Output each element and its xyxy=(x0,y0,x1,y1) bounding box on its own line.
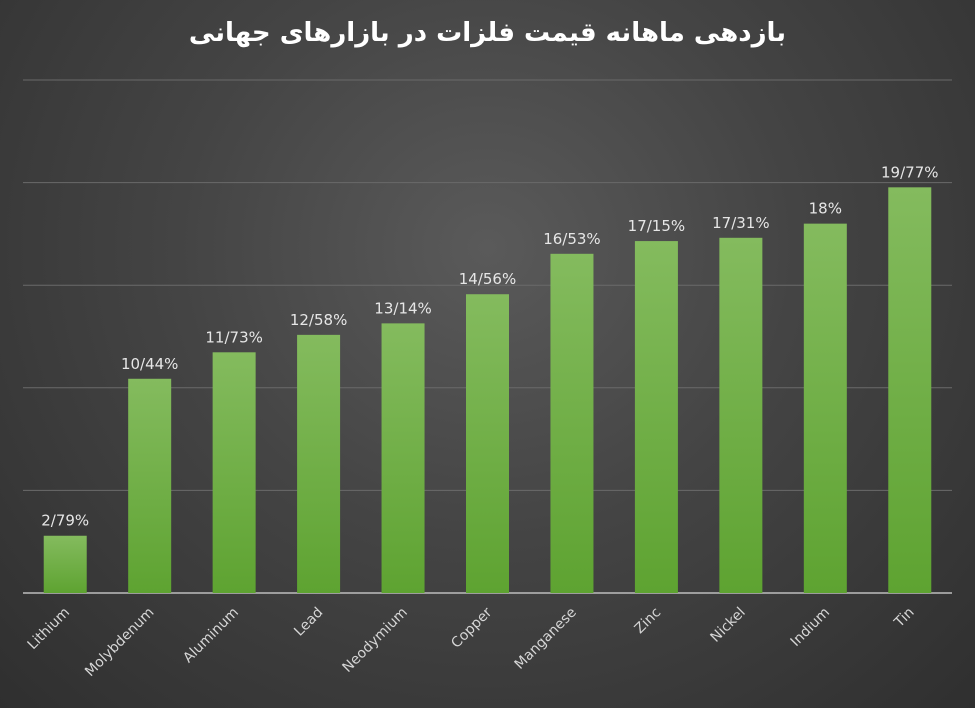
data-label: 19/77% xyxy=(881,163,938,181)
bar-manganese xyxy=(550,253,594,594)
x-tick-label: Lithium xyxy=(25,605,73,653)
chart-title: بازدهی ماهانه قیمت فلزات در بازارهای جها… xyxy=(188,18,787,48)
bar-neodymium xyxy=(381,323,425,593)
x-tick-label: Lead xyxy=(291,605,326,640)
x-tick-label: Aluminum xyxy=(180,605,242,667)
data-label: 11/73% xyxy=(205,328,262,346)
bar-nickel xyxy=(719,237,763,593)
data-label: 16/53% xyxy=(543,230,600,248)
x-tick-label: Tin xyxy=(891,605,918,632)
x-tick-label: Neodymium xyxy=(340,605,411,676)
bar-copper xyxy=(466,294,509,593)
bar-molybdenum xyxy=(128,378,172,593)
bar-indium xyxy=(803,223,847,593)
data-label: 17/15% xyxy=(628,217,685,235)
data-label: 10/44% xyxy=(121,355,178,373)
x-tick-label: Copper xyxy=(448,604,495,651)
x-tick-label: Zinc xyxy=(632,605,665,638)
data-label: 18% xyxy=(809,200,842,218)
x-tick-label: Nickel xyxy=(708,605,749,646)
data-label: 17/31% xyxy=(712,214,769,232)
x-tick-label: Manganese xyxy=(512,605,580,673)
bar-lead xyxy=(297,334,341,593)
bars xyxy=(43,187,932,594)
bar-zinc xyxy=(634,241,678,593)
x-tick-labels: Lithium Molybdenum Aluminum Lead Neodymium Co… xyxy=(25,604,918,680)
bar-aluminum xyxy=(212,352,256,593)
data-label: 12/58% xyxy=(290,311,347,329)
bar-lithium xyxy=(43,535,87,593)
bar-tin xyxy=(888,187,932,594)
x-tick-label: Indium xyxy=(788,605,833,650)
x-tick-label: Molybdenum xyxy=(82,605,157,680)
data-label: 2/79% xyxy=(41,512,89,530)
data-label: 13/14% xyxy=(374,299,431,317)
data-label: 14/56% xyxy=(459,270,516,288)
data-labels: 2/79% 10/44% 11/73% 12/58% 13/14% 14/56% 16/53… xyxy=(41,163,938,529)
